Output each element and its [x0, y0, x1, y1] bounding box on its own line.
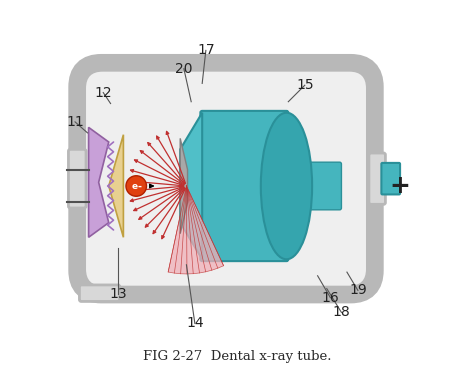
Polygon shape	[109, 135, 123, 237]
Text: 13: 13	[109, 287, 127, 301]
Polygon shape	[89, 127, 109, 237]
Text: +: +	[390, 174, 410, 198]
Text: 20: 20	[175, 62, 192, 76]
Text: 19: 19	[349, 283, 367, 298]
FancyBboxPatch shape	[68, 149, 86, 208]
FancyBboxPatch shape	[369, 153, 385, 204]
FancyBboxPatch shape	[382, 163, 400, 195]
Text: 14: 14	[186, 317, 204, 330]
FancyBboxPatch shape	[201, 111, 288, 261]
Text: e: e	[131, 182, 137, 190]
Circle shape	[126, 176, 146, 196]
Text: 12: 12	[94, 86, 112, 100]
Text: FIG 2-27  Dental x-ray tube.: FIG 2-27 Dental x-ray tube.	[143, 350, 331, 363]
Polygon shape	[180, 138, 188, 234]
Text: 11: 11	[66, 115, 84, 129]
FancyBboxPatch shape	[80, 65, 373, 292]
FancyBboxPatch shape	[80, 285, 120, 301]
Text: 16: 16	[321, 291, 339, 305]
Polygon shape	[168, 186, 224, 274]
Text: 15: 15	[296, 78, 314, 92]
FancyBboxPatch shape	[86, 72, 366, 286]
Text: -: -	[138, 182, 142, 192]
Ellipse shape	[261, 113, 312, 259]
Polygon shape	[180, 113, 202, 259]
Text: 18: 18	[333, 305, 350, 320]
Text: 17: 17	[197, 44, 215, 57]
FancyBboxPatch shape	[309, 162, 341, 210]
